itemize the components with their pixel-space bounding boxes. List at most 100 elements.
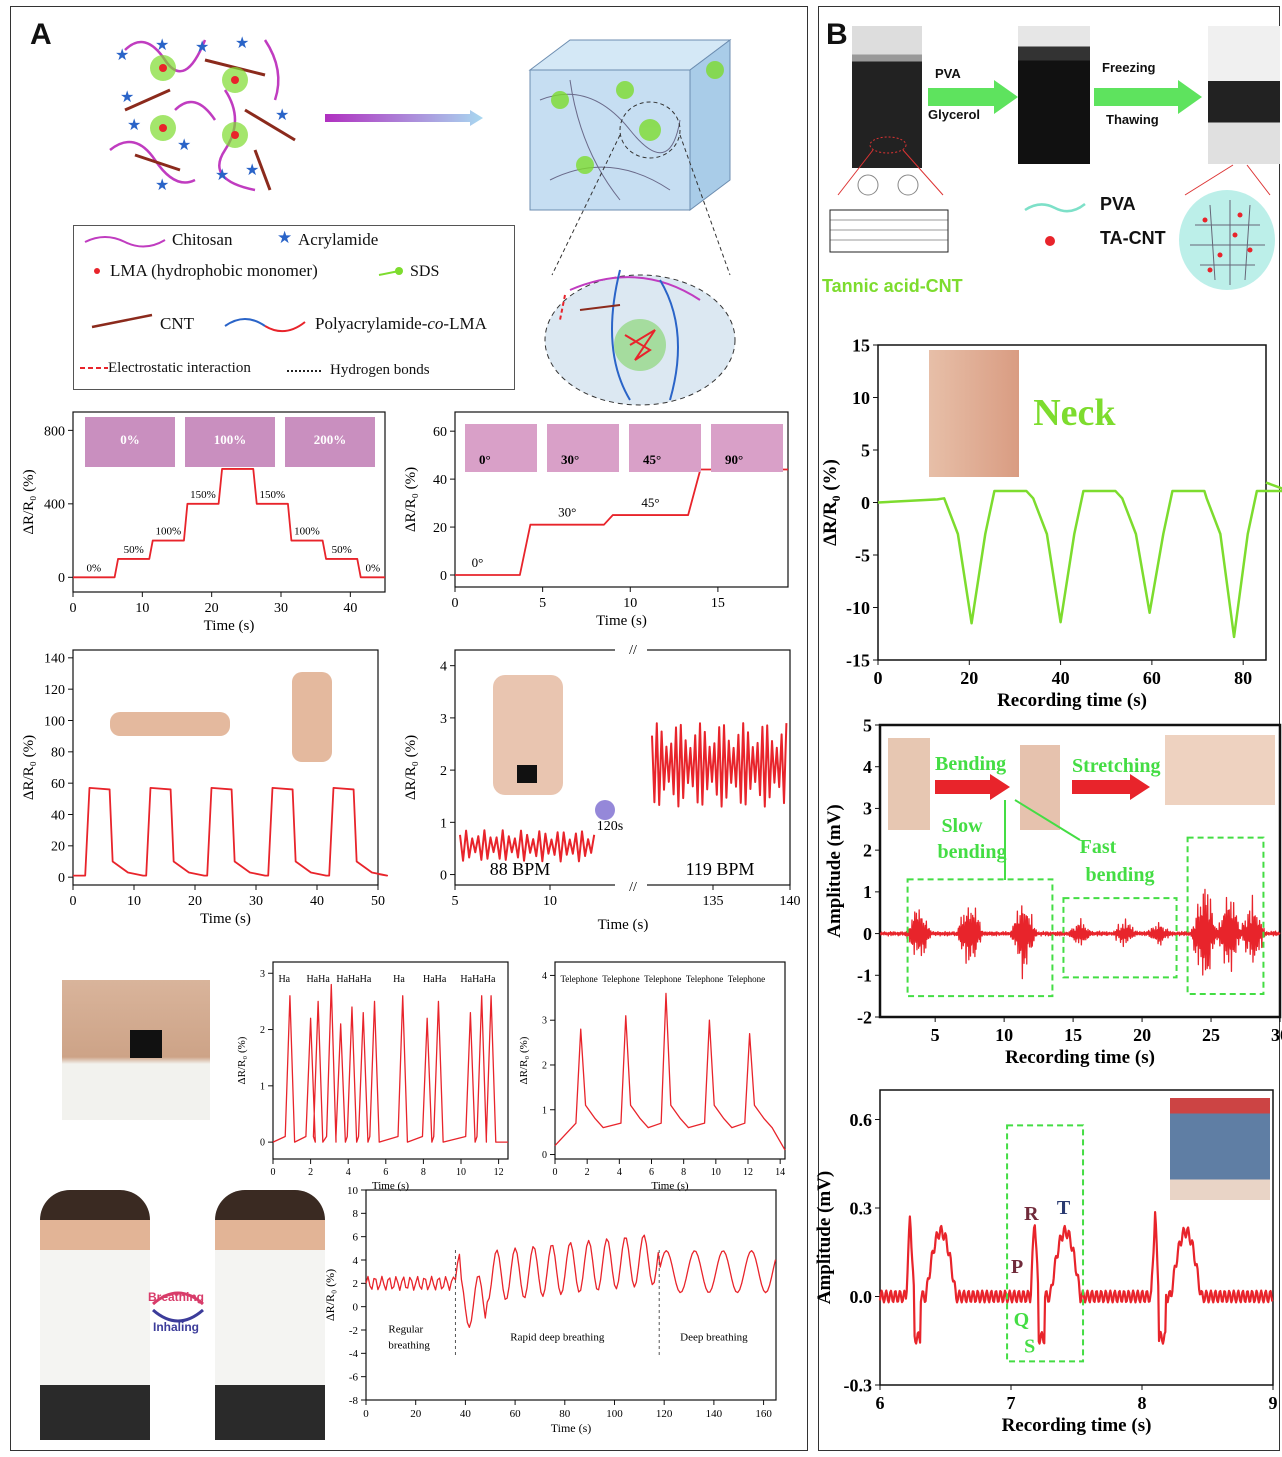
strain-inset-label: 0%: [120, 432, 140, 447]
strain-chart-ytick-label: 800: [44, 424, 65, 439]
finger-angle-label: 30°: [558, 505, 576, 520]
telephone-chart-xtick-label: 10: [711, 1167, 721, 1178]
breath-chart-ytick-label: 0: [353, 1302, 359, 1314]
neck-chart-xlabel: Recording time (s): [997, 690, 1147, 711]
arm-bent-photo: [292, 672, 332, 762]
neck-chart-ytick-label: 10: [852, 388, 870, 408]
strain-step-label: 150%: [190, 489, 216, 501]
emg-chart-ytick-label: 5: [863, 715, 872, 735]
laugh-chart-xtick-label: 12: [494, 1167, 504, 1178]
laugh-chart-xtick-label: 0: [271, 1167, 276, 1178]
ecg-wave-s: S: [1024, 1336, 1035, 1358]
strain-series: [73, 469, 385, 577]
telephone-chart-ytick-label: 4: [542, 971, 547, 982]
neck-series: [878, 483, 1282, 637]
finger-angle-label: 45°: [641, 495, 659, 510]
laugh-word: HaHa: [306, 974, 330, 985]
emg-fast-label-2: bending: [1086, 864, 1155, 886]
telephone-word: Telephone: [560, 974, 597, 984]
telephone-chart-ytick-label: 2: [542, 1060, 547, 1071]
pulse-chart-ytick-label: 3: [440, 712, 447, 727]
ecg-chart-xtick-label: 8: [1138, 1393, 1147, 1413]
breath-chart-ytick-label: 10: [347, 1185, 359, 1197]
finger-chart-xtick-label: 15: [711, 596, 725, 611]
breath-chart-ytick-label: 6: [353, 1232, 359, 1244]
neck-title: Neck: [1033, 392, 1116, 434]
ecg-chart-xtick-label: 9: [1269, 1393, 1278, 1413]
telephone-word: Telephone: [644, 974, 681, 984]
elbow-chart-ytick-label: 100: [44, 714, 65, 729]
telephone-chart-xtick-label: 2: [585, 1167, 590, 1178]
pulse-chart-ytick-label: 4: [440, 660, 447, 675]
strain-step-label: 50%: [124, 544, 144, 556]
finger-chart-xtick-label: 0: [452, 596, 459, 611]
strain-chart-xtick-label: 20: [205, 601, 219, 616]
telephone-chart-ytick-label: 1: [542, 1105, 547, 1116]
breath-chart-xtick-label: 160: [755, 1408, 772, 1420]
elbow-chart-ytick-label: 20: [51, 840, 65, 855]
finger-angle-label: 0°: [472, 555, 484, 570]
breath-chart-ytick-label: -2: [349, 1325, 358, 1337]
elbow-chart-ytick-label: 40: [51, 808, 65, 823]
laugh-chart-ytick-label: 3: [260, 969, 265, 980]
finger-inset-label: 90°: [725, 452, 743, 467]
elbow-chart-xtick-label: 20: [188, 894, 202, 909]
laugh-word: HaHa: [423, 974, 447, 985]
laugh-series: [273, 985, 508, 1143]
pulse-chart-ytick-label: 1: [440, 816, 447, 831]
emg-slow-label-2: bending: [938, 841, 1007, 863]
breath-chart-xtick-label: 100: [606, 1408, 623, 1420]
strain-chart-xlabel: Time (s): [204, 618, 255, 634]
breath-region-regular-1: Regular: [388, 1323, 423, 1335]
neck-chart-ytick-label: -5: [855, 545, 870, 565]
pulse-chart-xtick-label: 140: [780, 894, 801, 909]
breath-chart-frame: [366, 1190, 776, 1400]
emg-arrow-2: [1072, 774, 1150, 800]
strain-step-label: 50%: [332, 544, 352, 556]
telephone-chart-xtick-label: 4: [617, 1167, 622, 1178]
arm-straight-photo: [110, 712, 230, 736]
ecg-chart-ylabel: Amplitude (mV): [814, 1171, 835, 1305]
elbow-chart-xtick-label: 40: [310, 894, 324, 909]
emg-chart-ytick-label: 4: [863, 757, 872, 777]
finger-inset-photo: [465, 424, 537, 472]
telephone-chart-xtick-label: 12: [743, 1167, 753, 1178]
breath-chart-ytick-label: 8: [353, 1208, 359, 1220]
pulse-series-left: [460, 830, 594, 861]
laugh-chart-xtick-label: 10: [456, 1167, 466, 1178]
pulse-break-mark: //: [629, 880, 637, 895]
emg-chart-xtick-label: 20: [1133, 1025, 1151, 1045]
pulse-chart-xlabel: Time (s): [598, 917, 649, 933]
laugh-word: Ha: [278, 974, 290, 985]
finger-inset-label: 45°: [643, 452, 661, 467]
strain-chart-ytick-label: 0: [58, 571, 65, 586]
neck-chart-xtick-label: 40: [1052, 668, 1070, 688]
neck-chart-xtick-label: 60: [1143, 668, 1161, 688]
ecg-chart-ytick-label: 0.0: [850, 1287, 873, 1307]
breath-chart-xtick-label: 20: [410, 1408, 422, 1420]
breath-region-rapid: Rapid deep breathing: [510, 1332, 605, 1344]
pulse-chart-ytick-label: 0: [440, 869, 447, 884]
elbow-series: [73, 788, 387, 876]
elbow-chart-xtick-label: 30: [249, 894, 263, 909]
pulse-chart-ytick-label: 2: [440, 764, 447, 779]
laugh-chart-xtick-label: 6: [383, 1167, 388, 1178]
elbow-chart-ytick-label: 0: [58, 871, 65, 886]
ecg-chart-ytick-label: -0.3: [844, 1375, 873, 1395]
breath-chart-ylabel: ΔR/R₀ (%): [323, 1269, 337, 1321]
finger-inset-label: 0°: [479, 452, 491, 467]
ecg-wave-r: R: [1024, 1203, 1039, 1225]
strain-chart-ylabel: ΔR/R₀ (%): [21, 469, 37, 534]
strain-chart-xtick-label: 10: [135, 601, 149, 616]
emg-chart-ylabel: Amplitude (mV): [824, 804, 845, 938]
laugh-chart-ylabel: ΔR/R₀ (%): [236, 1036, 248, 1084]
elbow-chart-xtick-label: 50: [371, 894, 385, 909]
finger-chart-ylabel: ΔR/R₀ (%): [403, 467, 419, 532]
emg-chart-ytick-label: -2: [857, 1007, 872, 1027]
breath-chart-ytick-label: -8: [349, 1395, 359, 1407]
strain-chart-xtick-label: 0: [70, 601, 77, 616]
laugh-chart-ytick-label: 1: [260, 1081, 265, 1092]
emg-fast-label-1: Fast: [1080, 836, 1117, 858]
pulse-break-mark-top: //: [629, 643, 637, 658]
